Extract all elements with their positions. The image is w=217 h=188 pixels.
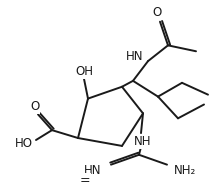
Text: HN: HN [84,164,101,177]
Text: OH: OH [75,65,93,78]
Text: O: O [30,100,40,113]
Text: NH: NH [134,136,152,149]
Text: O: O [152,6,162,19]
Text: HO: HO [15,137,33,150]
Text: =: = [80,174,90,187]
Text: HN: HN [125,50,143,63]
Text: NH₂: NH₂ [174,164,196,177]
